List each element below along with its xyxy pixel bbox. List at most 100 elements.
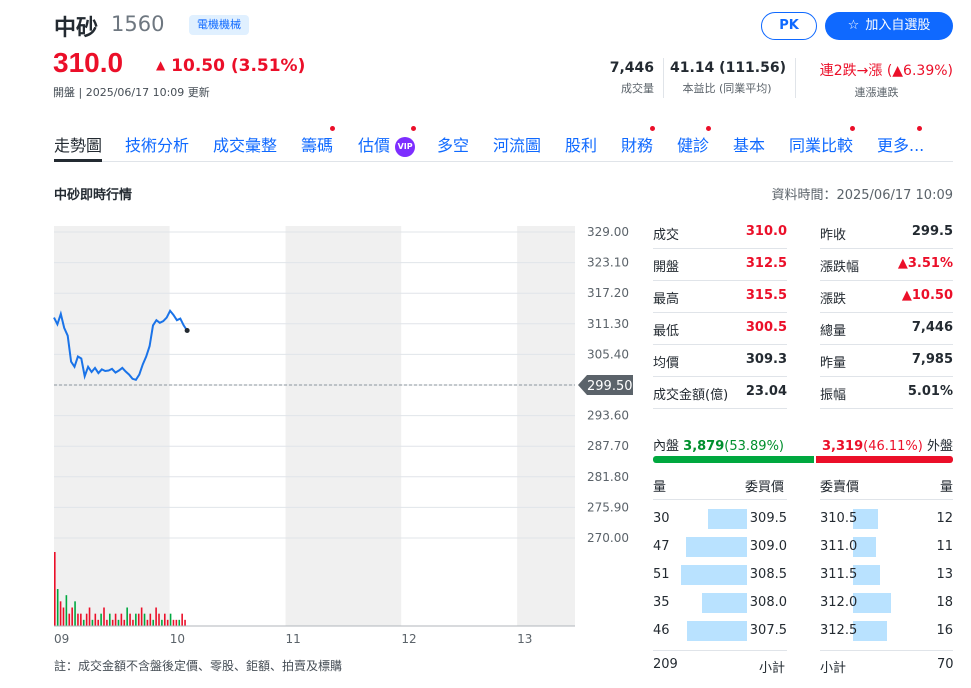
volume-bar — [126, 607, 128, 626]
tab-basic[interactable]: 基本 — [733, 136, 766, 155]
volume-bar — [135, 613, 137, 626]
quote-label: 昨收 — [820, 228, 847, 243]
volume-bar — [106, 619, 108, 626]
ask-qty: 13 — [936, 567, 953, 582]
bid-depth-bar — [687, 621, 747, 641]
volume-bar — [71, 607, 73, 626]
ask-depth-bar — [853, 621, 887, 641]
quote-label: 最低 — [653, 324, 680, 339]
bid-subtotal-label: 小計 — [759, 661, 786, 676]
y-tick-label: 281.80 — [587, 470, 629, 484]
quote-label: 振幅 — [820, 388, 847, 403]
x-tick-label: 10 — [170, 632, 185, 646]
tab-dividend[interactable]: 股利 — [565, 136, 598, 155]
volume-bar — [94, 613, 97, 626]
volume-bar — [74, 601, 76, 626]
volume-bar — [166, 619, 169, 626]
tab-long-short[interactable]: 多空 — [437, 136, 470, 155]
quote-row: 總量 7,446 — [820, 313, 953, 345]
volume-bar — [172, 619, 175, 626]
tab-peers[interactable]: 同業比較 — [789, 126, 855, 156]
tab-label: 更多... — [877, 136, 925, 155]
volume-bar — [82, 619, 85, 626]
stat-value: 連2跌→漲 (▲6.39%) — [819, 63, 953, 79]
last-price-dot — [184, 328, 190, 334]
new-dot-icon — [917, 126, 922, 131]
bid-total: 209 — [653, 657, 678, 672]
intraday-chart[interactable]: 329.00 323.10 317.20 311.30 305.40 293.60 287.… — [0, 220, 640, 650]
inner-value: 3,879 — [683, 439, 725, 454]
bid-qty: 35 — [653, 595, 670, 610]
quote-value: ▲3.51% — [897, 256, 953, 271]
divider — [663, 58, 664, 98]
industry-tag[interactable]: 電機機械 — [189, 15, 249, 35]
tab-chips[interactable]: 籌碼 — [301, 126, 335, 156]
bid-qty: 30 — [653, 511, 670, 526]
volume-bar — [80, 613, 82, 626]
quote-value: 312.5 — [745, 256, 787, 271]
current-price: 310.0 — [53, 47, 124, 78]
tab-diagnosis[interactable]: 健診 — [677, 126, 711, 156]
inner-pct: (53.89%) — [724, 439, 784, 454]
bid-price: 308.5 — [749, 567, 787, 582]
bid-price: 307.5 — [749, 623, 787, 638]
add-watchlist-button[interactable]: ☆ 加入自選股 — [825, 12, 953, 40]
ask-qty-header: 量 — [940, 480, 954, 495]
tab-more[interactable]: 更多... — [877, 126, 925, 156]
quote-row: 漲跌幅 ▲3.51% — [820, 249, 953, 281]
quote-value: 7,446 — [911, 320, 953, 335]
quote-row: 昨量 7,985 — [820, 345, 953, 377]
divider — [820, 499, 953, 500]
quote-label: 最高 — [653, 292, 680, 307]
volume-bar — [59, 601, 62, 626]
hour-band — [285, 226, 402, 626]
x-tick-label: 13 — [517, 632, 532, 646]
ask-depth-bar — [853, 509, 878, 529]
volume-bar — [178, 619, 181, 626]
inner-ratio-bar — [653, 456, 814, 463]
bid-depth-bar — [702, 593, 747, 613]
quote-value: 310.0 — [745, 224, 787, 239]
volume-bar — [169, 613, 172, 626]
bid-qty: 51 — [653, 567, 670, 582]
bid-price: 308.0 — [749, 595, 787, 610]
tab-river-chart[interactable]: 河流圖 — [493, 136, 542, 155]
tab-financials[interactable]: 財務 — [621, 126, 655, 156]
bid-depth-bar — [708, 509, 747, 529]
volume-bar — [88, 607, 91, 626]
quote-row: 開盤 312.5 — [653, 249, 787, 281]
tab-trades[interactable]: 成交彙整 — [213, 136, 278, 155]
pk-button[interactable]: PK — [761, 12, 817, 40]
y-tick-label: 311.30 — [587, 317, 629, 331]
volume-bar — [155, 607, 157, 626]
y-tick-label: 270.00 — [587, 531, 629, 545]
divider — [795, 58, 796, 98]
volume-bar — [140, 607, 143, 626]
price-change-value: 10.50 (3.51%) — [171, 56, 306, 76]
stat-label: 成交量 — [621, 82, 654, 95]
quote-row: 漲跌 ▲10.50 — [820, 281, 953, 313]
outer-pct: (46.11%) — [863, 439, 923, 454]
ask-depth-bar — [853, 565, 880, 585]
volume-bar — [123, 619, 126, 626]
quote-label: 均價 — [653, 356, 680, 371]
volume-bar — [77, 613, 79, 626]
bid-qty-header: 量 — [653, 480, 667, 495]
outer-volume: 3,319(46.11%) 外盤 — [822, 435, 953, 454]
volume-bar — [108, 613, 111, 626]
ask-price: 312.5 — [820, 623, 858, 638]
tab-technical[interactable]: 技術分析 — [125, 136, 190, 155]
ask-price: 310.5 — [820, 511, 858, 526]
outer-label: 外盤 — [926, 439, 953, 454]
tab-valuation[interactable]: 估價 VIP — [358, 126, 416, 157]
quote-label: 漲跌幅 — [820, 260, 860, 275]
tab-bar: 走勢圖 技術分析 成交彙整 籌碼 估價 VIP 多空 河流圖 股利 財務 健診 … — [54, 126, 953, 162]
divider — [653, 499, 787, 500]
tab-chart[interactable]: 走勢圖 — [54, 132, 103, 162]
volume-bar — [175, 619, 178, 626]
quote-label: 漲跌 — [820, 292, 847, 307]
ask-depth-bar — [853, 537, 876, 557]
outer-ratio-bar — [816, 456, 953, 463]
stat-pe: 41.14 (111.56) 本益比 (同業平均) — [668, 60, 786, 96]
ask-price: 311.5 — [820, 567, 858, 582]
